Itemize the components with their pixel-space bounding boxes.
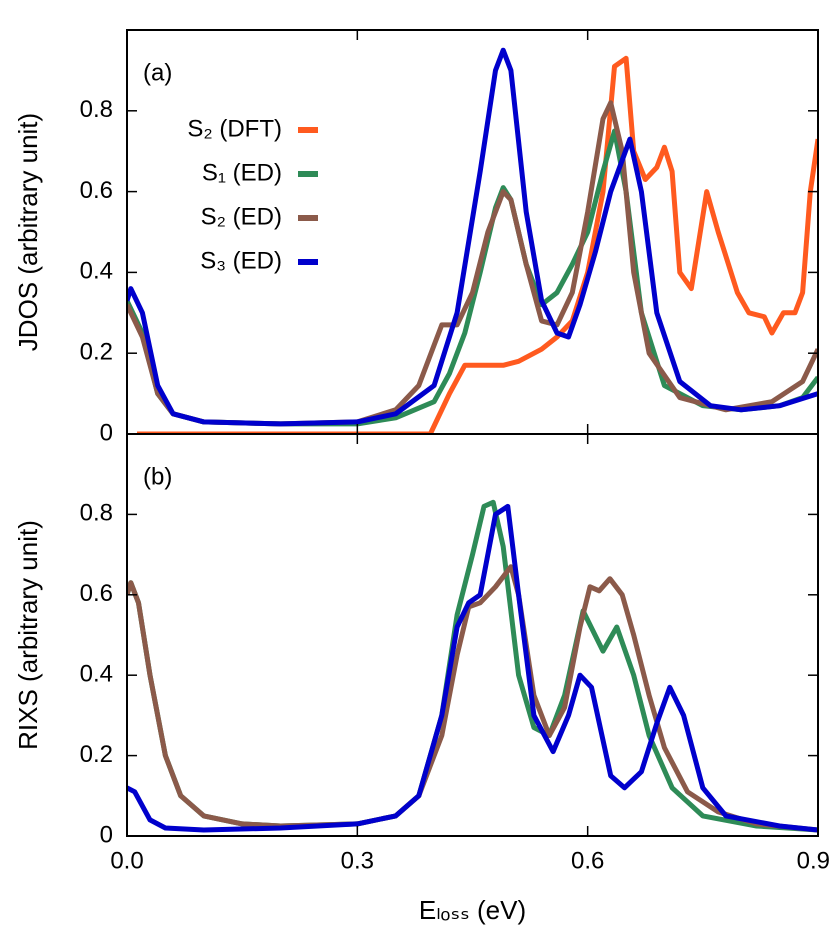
y-tick-label: 0.2: [80, 741, 113, 768]
plot-area: [127, 499, 818, 833]
y-tick-label: 0.6: [80, 177, 113, 204]
plot-area: [127, 47, 818, 434]
series-line: [127, 499, 818, 833]
y-tick-label: 0: [100, 419, 113, 446]
panel-label: (a): [143, 59, 172, 86]
series-line: [127, 503, 818, 833]
y-axis-label: JDOS (arbitrary unit): [13, 113, 43, 351]
x-tick-label: 0.9: [797, 847, 830, 874]
series-line: [127, 564, 818, 833]
y-tick-label: 0.6: [80, 580, 113, 607]
x-tick-label: 0.0: [110, 847, 143, 874]
y-tick-label: 0.8: [80, 96, 113, 123]
x-axis-label: Eₗₒₛₛ (eV): [419, 895, 526, 925]
y-tick-label: 0: [100, 821, 113, 848]
y-tick-label: 0.8: [80, 500, 113, 527]
x-tick-label: 0.3: [341, 847, 374, 874]
legend-label: S₂ (ED): [201, 203, 282, 230]
y-axis-label: RIXS (arbitrary unit): [13, 520, 43, 750]
y-tick-label: 0.4: [80, 258, 113, 285]
legend-label: S₁ (ED): [202, 159, 282, 186]
x-tick-label: 0.6: [571, 847, 604, 874]
legend-label: S₃ (ED): [200, 247, 282, 274]
plot-frame: [126, 433, 819, 837]
y-tick-label: 0.4: [80, 661, 113, 688]
series-line: [127, 47, 818, 427]
panel-label: (b): [143, 463, 172, 490]
y-tick-label: 0.2: [80, 339, 113, 366]
legend-label: S₂ (DFT): [187, 115, 282, 142]
series-line: [137, 55, 818, 434]
